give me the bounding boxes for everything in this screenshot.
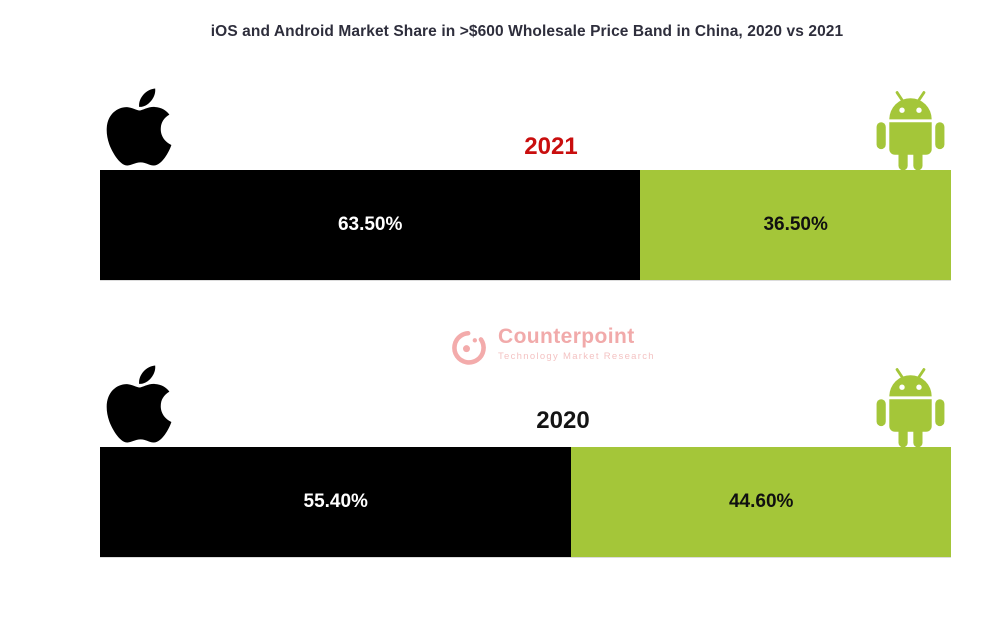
chart-title: iOS and Android Market Share in >$600 Wh… [210, 23, 844, 40]
watermark-text-block: Counterpoint Technology Market Research [498, 325, 655, 362]
counterpoint-logo-icon [452, 330, 486, 365]
apple-icon [106, 365, 172, 443]
watermark-tagline: Technology Market Research [498, 351, 655, 362]
counterpoint-watermark: Counterpoint Technology Market Research [449, 325, 655, 369]
android-icon [876, 368, 945, 448]
bar-2021-ios-segment: 63.50% [100, 170, 641, 280]
bar-2021-ios-value-label: 63.50% [337, 214, 403, 235]
stacked-bar-2020: 55.40% 44.60% [100, 447, 951, 558]
year-label-2021: 2021 [524, 133, 578, 160]
bar-2020-ios-value-label: 55.40% [303, 491, 368, 512]
bar-2020-ios-segment: 55.40% [100, 447, 572, 557]
android-icon [876, 91, 945, 171]
bar-2020-android-segment: 44.60% [571, 447, 951, 557]
bar-2021-android-segment: 36.50% [640, 170, 951, 280]
bar-2021-android-value-label: 36.50% [763, 214, 828, 235]
stacked-bar-2021: 63.50% 36.50% [100, 170, 951, 281]
watermark-brand-name: Counterpoint [498, 325, 635, 348]
apple-icon [106, 88, 172, 166]
bar-2020-android-value-label: 44.60% [728, 491, 794, 512]
year-label-2020: 2020 [536, 407, 590, 434]
